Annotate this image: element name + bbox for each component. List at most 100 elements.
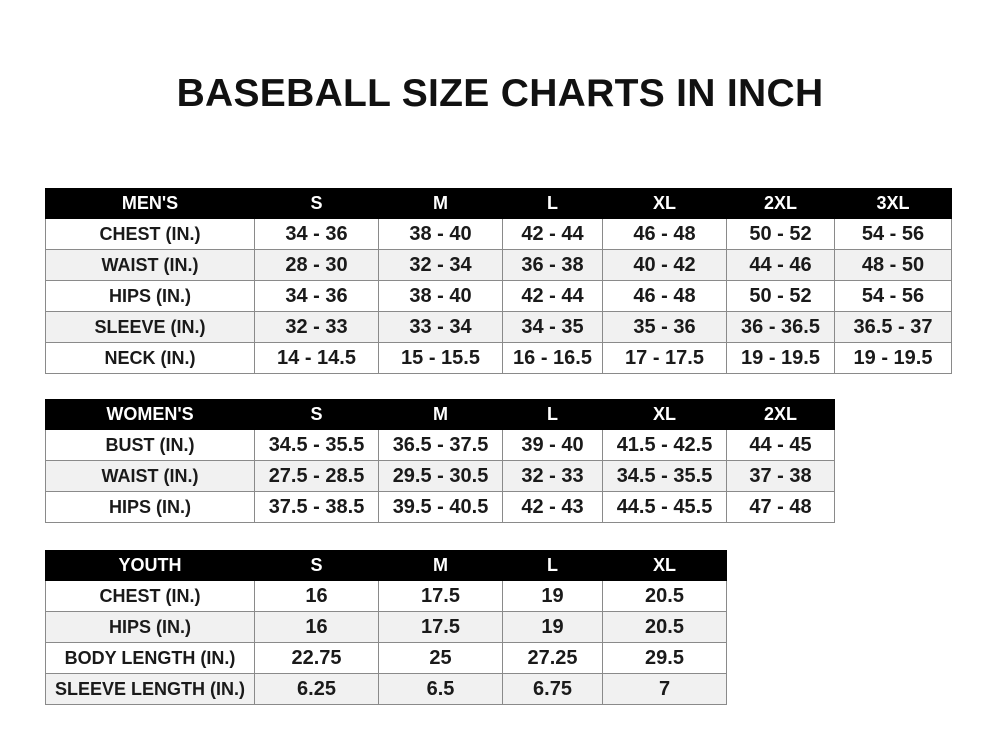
size-value: 37 - 38	[726, 460, 835, 492]
header-row: MEN'S S M L XL 2XL 3XL	[45, 188, 952, 219]
table-row: WAIST (IN.) 27.5 - 28.5 29.5 - 30.5 32 - 33…	[45, 460, 835, 492]
size-value: 25	[378, 642, 503, 674]
size-value: 46 - 48	[602, 280, 727, 312]
table-row: HIPS (IN.) 37.5 - 38.5 39.5 - 40.5 42 - 43 4…	[45, 491, 835, 523]
size-value: 46 - 48	[602, 218, 727, 250]
size-value: 29.5 - 30.5	[378, 460, 503, 492]
men-size-table: MEN'S S M L XL 2XL 3XL CHEST (IN.) 34 - 36 38 - 4…	[45, 188, 952, 374]
size-value: 28 - 30	[254, 249, 379, 281]
size-value: 29.5	[602, 642, 727, 674]
size-value: 34.5 - 35.5	[254, 429, 379, 461]
size-value: 36.5 - 37	[834, 311, 952, 343]
size-value: 16 - 16.5	[502, 342, 603, 374]
size-header: 2XL	[726, 188, 835, 219]
size-value: 16	[254, 611, 379, 643]
table-row: CHEST (IN.) 16 17.5 19 20.5	[45, 580, 727, 612]
size-value: 54 - 56	[834, 218, 952, 250]
table-row: NECK (IN.) 14 - 14.5 15 - 15.5 16 - 16.5 17 …	[45, 342, 952, 374]
size-value: 17.5	[378, 611, 503, 643]
size-header: 3XL	[834, 188, 952, 219]
size-value: 32 - 34	[378, 249, 503, 281]
size-value: 19 - 19.5	[834, 342, 952, 374]
size-value: 17 - 17.5	[602, 342, 727, 374]
size-value: 41.5 - 42.5	[602, 429, 727, 461]
size-header: L	[502, 188, 603, 219]
size-value: 47 - 48	[726, 491, 835, 523]
size-value: 33 - 34	[378, 311, 503, 343]
table-row: SLEEVE LENGTH (IN.) 6.25 6.5 6.75 7	[45, 673, 727, 705]
size-header: S	[254, 399, 379, 430]
table-row: HIPS (IN.) 34 - 36 38 - 40 42 - 44 46 - 48 50…	[45, 280, 952, 312]
size-value: 50 - 52	[726, 280, 835, 312]
table-row: BUST (IN.) 34.5 - 35.5 36.5 - 37.5 39 - 40 4…	[45, 429, 835, 461]
size-value: 19	[502, 580, 603, 612]
size-value: 36 - 36.5	[726, 311, 835, 343]
size-value: 20.5	[602, 611, 727, 643]
measurement-label: SLEEVE (IN.)	[45, 311, 255, 343]
header-row: YOUTH S M L XL	[45, 550, 727, 581]
size-value: 42 - 43	[502, 491, 603, 523]
header-row: WOMEN'S S M L XL 2XL	[45, 399, 835, 430]
size-header: S	[254, 188, 379, 219]
table-row: CHEST (IN.) 34 - 36 38 - 40 42 - 44 46 - 48 5…	[45, 218, 952, 250]
size-value: 32 - 33	[502, 460, 603, 492]
size-value: 38 - 40	[378, 280, 503, 312]
size-value: 34.5 - 35.5	[602, 460, 727, 492]
size-value: 17.5	[378, 580, 503, 612]
size-value: 34 - 35	[502, 311, 603, 343]
size-value: 35 - 36	[602, 311, 727, 343]
size-value: 44 - 46	[726, 249, 835, 281]
size-value: 44.5 - 45.5	[602, 491, 727, 523]
size-value: 40 - 42	[602, 249, 727, 281]
measurement-label: HIPS (IN.)	[45, 280, 255, 312]
size-value: 19	[502, 611, 603, 643]
size-value: 32 - 33	[254, 311, 379, 343]
measurement-label: BODY LENGTH (IN.)	[45, 642, 255, 674]
size-header: M	[378, 188, 503, 219]
category-header: WOMEN'S	[45, 399, 255, 430]
size-value: 42 - 44	[502, 280, 603, 312]
women-size-table: WOMEN'S S M L XL 2XL BUST (IN.) 34.5 - 35.5 36.5…	[45, 399, 835, 523]
measurement-label: WAIST (IN.)	[45, 249, 255, 281]
size-value: 50 - 52	[726, 218, 835, 250]
size-header: XL	[602, 188, 727, 219]
size-value: 27.5 - 28.5	[254, 460, 379, 492]
size-value: 34 - 36	[254, 280, 379, 312]
size-value: 27.25	[502, 642, 603, 674]
table-row: HIPS (IN.) 16 17.5 19 20.5	[45, 611, 727, 643]
size-value: 19 - 19.5	[726, 342, 835, 374]
size-value: 6.75	[502, 673, 603, 705]
table-row: BODY LENGTH (IN.) 22.75 25 27.25 29.5	[45, 642, 727, 674]
size-header: L	[502, 399, 603, 430]
measurement-label: SLEEVE LENGTH (IN.)	[45, 673, 255, 705]
category-header: YOUTH	[45, 550, 255, 581]
size-value: 6.5	[378, 673, 503, 705]
size-value: 54 - 56	[834, 280, 952, 312]
measurement-label: CHEST (IN.)	[45, 580, 255, 612]
table-row: SLEEVE (IN.) 32 - 33 33 - 34 34 - 35 35 - 36…	[45, 311, 952, 343]
size-value: 39.5 - 40.5	[378, 491, 503, 523]
size-header: S	[254, 550, 379, 581]
measurement-label: NECK (IN.)	[45, 342, 255, 374]
size-value: 37.5 - 38.5	[254, 491, 379, 523]
size-header: 2XL	[726, 399, 835, 430]
size-value: 14 - 14.5	[254, 342, 379, 374]
size-header: M	[378, 399, 503, 430]
size-header: M	[378, 550, 503, 581]
size-value: 6.25	[254, 673, 379, 705]
size-value: 16	[254, 580, 379, 612]
size-value: 36 - 38	[502, 249, 603, 281]
size-header: L	[502, 550, 603, 581]
size-header: XL	[602, 550, 727, 581]
category-header: MEN'S	[45, 188, 255, 219]
measurement-label: BUST (IN.)	[45, 429, 255, 461]
measurement-label: CHEST (IN.)	[45, 218, 255, 250]
size-value: 44 - 45	[726, 429, 835, 461]
size-value: 20.5	[602, 580, 727, 612]
size-value: 38 - 40	[378, 218, 503, 250]
size-value: 22.75	[254, 642, 379, 674]
youth-size-table: YOUTH S M L XL CHEST (IN.) 16 17.5 19 20.5 HIPS (I…	[45, 550, 727, 705]
size-value: 7	[602, 673, 727, 705]
size-value: 48 - 50	[834, 249, 952, 281]
table-row: WAIST (IN.) 28 - 30 32 - 34 36 - 38 40 - 42 4…	[45, 249, 952, 281]
